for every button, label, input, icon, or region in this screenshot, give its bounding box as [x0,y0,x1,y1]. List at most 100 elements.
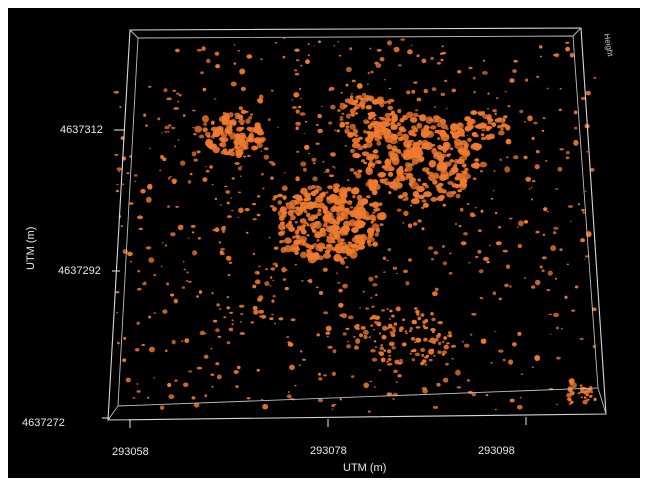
point-cluster [300,64,303,67]
point-cluster [295,126,299,130]
point-cluster [423,337,428,342]
point-cluster [220,131,225,135]
point-cluster [272,197,276,201]
point-cluster [252,203,257,206]
point-cluster [558,108,562,112]
point-cluster [421,199,427,203]
point-cluster [333,45,336,47]
point-cluster [196,150,201,154]
point-cluster [258,265,261,268]
point-cluster [391,326,396,331]
point-cluster [401,178,406,182]
point-cluster [585,393,589,397]
point-cluster [137,270,141,273]
point-cluster [332,349,337,354]
point-cluster [472,177,477,180]
point-cluster [479,170,484,173]
point-cluster [410,337,416,341]
point-cluster [354,99,358,102]
3d-viewport[interactable]: 293058 293078 293098 UTM (m) 4637312 463… [8,8,640,478]
point-cluster [172,179,177,185]
point-cluster [488,133,495,140]
point-cluster [350,95,354,99]
point-cluster [430,197,438,202]
point-cluster [409,352,413,355]
point-cluster [271,299,275,303]
point-cluster [252,252,256,256]
point-cluster [159,405,165,410]
point-cluster [167,205,170,208]
point-cluster [295,176,300,182]
point-cluster [127,251,133,257]
point-cluster [396,208,402,212]
point-cluster [250,321,255,324]
point-cluster [256,142,263,148]
point-cluster [429,337,436,344]
point-cluster [376,135,382,139]
point-cluster [475,255,479,259]
point-cluster [372,149,379,154]
point-cluster [489,118,494,122]
point-cluster [282,195,287,200]
point-cluster [366,157,370,160]
point-cloud-plot[interactable]: 293058 293078 293098 UTM (m) 4637312 463… [8,8,640,478]
point-cluster [393,46,400,53]
point-cluster [421,227,425,231]
point-cluster [347,179,350,181]
point-cluster [262,187,265,190]
point-cluster [126,172,130,175]
point-cluster [174,379,178,382]
point-cluster [411,148,417,153]
point-cluster [415,326,421,329]
point-cluster [524,121,526,123]
point-cluster [506,264,510,269]
point-cluster [497,117,502,121]
point-cluster [191,231,195,234]
point-cluster [507,105,511,107]
point-cluster [432,328,436,332]
point-cluster [340,91,343,94]
point-cluster [336,216,345,222]
point-cluster [492,109,497,113]
point-cluster [303,192,309,198]
point-cluster [214,197,218,201]
point-cluster [453,164,458,168]
point-cluster [293,239,302,245]
point-cluster [306,248,312,253]
point-cluster [345,245,349,249]
point-cluster [298,206,305,213]
point-cluster [520,373,524,375]
point-cluster [222,230,225,233]
point-cluster [488,244,491,246]
point-cluster [252,284,257,289]
point-cluster [350,112,355,117]
point-cluster [277,126,280,128]
point-cluster [383,78,386,81]
point-cluster [138,227,143,230]
point-cluster [348,315,354,320]
point-cluster [326,335,329,338]
point-cluster [318,377,323,381]
point-cluster [593,397,597,401]
point-cluster [472,76,476,80]
point-cluster [417,316,422,321]
point-cluster [566,263,569,266]
point-cluster [250,113,254,116]
point-cluster [349,108,356,114]
point-cluster [294,384,297,387]
point-cluster [270,176,274,180]
point-cluster [379,332,381,335]
point-cluster [162,309,168,314]
point-cluster [370,296,373,299]
point-cluster [239,332,246,335]
point-cluster [574,285,579,289]
point-cluster [340,260,346,265]
point-cluster [396,272,398,275]
point-cluster [237,115,244,120]
point-cluster [543,207,548,212]
point-cluster [393,369,398,374]
point-cluster [367,71,370,75]
point-cluster [357,169,363,173]
point-cluster [348,219,356,227]
point-cluster [279,221,284,225]
